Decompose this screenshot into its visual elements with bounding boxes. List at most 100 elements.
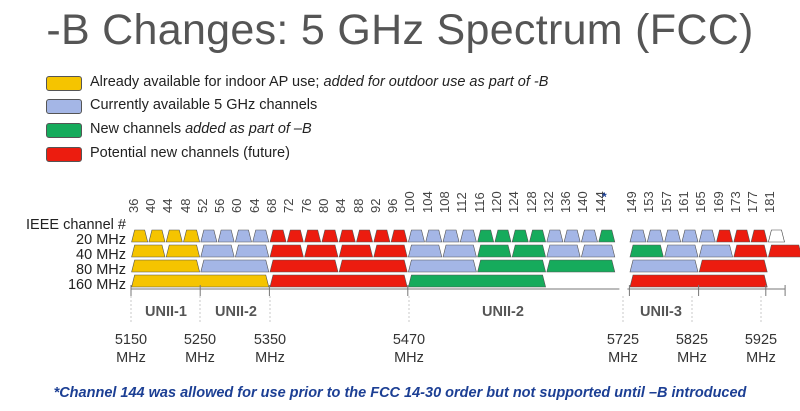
row-label-160mhz: 160 MHz [67, 277, 126, 293]
freq-value: 5470 [392, 332, 426, 348]
block-40mhz [698, 244, 733, 258]
freq-value: 5725 [606, 332, 640, 348]
block-20mhz [698, 229, 716, 243]
freq-value: 5825 [675, 332, 709, 348]
freq-5250: 5250 MHz [170, 331, 230, 367]
freq-unit: MHz [394, 350, 424, 366]
legend-text: Already available for indoor AP use; [90, 74, 324, 90]
block-40mhz [511, 244, 546, 258]
freq-5350: 5350 MHz [240, 331, 300, 367]
block-80mhz [269, 259, 339, 273]
block-20mhz [494, 229, 512, 243]
row-label-20mhz: 20 MHz [76, 232, 126, 248]
band-label-unii-1: UNII-1 [145, 304, 187, 320]
block-80mhz [131, 259, 200, 273]
block-40mhz [408, 244, 443, 258]
row-label-80mhz: 80 MHz [76, 262, 126, 278]
block-80mhz [408, 259, 477, 273]
block-20mhz [563, 229, 581, 243]
legend-swatch-blue [46, 99, 82, 114]
block-20mhz [664, 229, 682, 243]
legend-text-italic: added for outdoor use as part of -B [323, 74, 549, 90]
freq-value: 5925 [744, 332, 778, 348]
page-title: -B Changes: 5 GHz Spectrum (FCC) [46, 6, 754, 54]
block-20mhz [529, 229, 546, 243]
block-20mhz [235, 229, 252, 243]
block-20mhz [183, 229, 200, 243]
block-20mhz [477, 229, 495, 243]
block-20mhz [390, 229, 408, 243]
block-40mhz [269, 244, 304, 258]
legend-text: New channels [90, 121, 186, 137]
band-label-unii-3: UNII-3 [640, 304, 682, 320]
block-80mhz [338, 259, 408, 273]
block-40mhz [131, 244, 166, 258]
block-20mhz [131, 229, 149, 243]
block-20mhz [269, 229, 287, 243]
block-40mhz [581, 244, 616, 258]
block-40mhz [442, 244, 477, 258]
block-80mhz [477, 259, 546, 273]
block-20mhz [148, 229, 166, 243]
freq-unit: MHz [608, 350, 638, 366]
block-40mhz [338, 244, 373, 258]
legend-swatch-red [46, 147, 82, 162]
block-20mhz [408, 229, 425, 243]
freq-5825: 5825 MHz [662, 331, 722, 367]
block-20mhz [425, 229, 443, 243]
freq-value: 5150 [114, 332, 148, 348]
channel-144-asterisk: * [602, 190, 607, 204]
freq-5925: 5925 MHz [731, 331, 791, 367]
footnote: *Channel 144 was allowed for use prior t… [53, 385, 747, 401]
block-20mhz [629, 229, 647, 243]
block-20mhz [750, 229, 768, 243]
legend-swatch-green [46, 123, 82, 138]
freq-unit: MHz [255, 350, 285, 366]
legend-text-italic: added as part of –B [185, 121, 312, 137]
legend-text: Potential new channels (future) [90, 145, 290, 161]
freq-5150: 5150 MHz [101, 331, 161, 367]
block-20mhz [165, 229, 183, 243]
block-20mhz [304, 229, 322, 243]
block-40mhz [546, 244, 581, 258]
block-80mhz [200, 259, 270, 273]
block-160mhz [131, 274, 270, 288]
block-20mhz [581, 229, 598, 243]
block-40mhz [165, 244, 200, 258]
block-40mhz [235, 244, 270, 258]
block-20mhz [252, 229, 270, 243]
block-40mhz [733, 244, 768, 258]
block-40mhz [664, 244, 699, 258]
row-label-40mhz: 40 MHz [76, 247, 126, 263]
block-40mhz [768, 244, 800, 258]
block-20mhz [716, 229, 733, 243]
block-20mhz [338, 229, 356, 243]
block-20mhz [321, 229, 339, 243]
block-160mhz [408, 274, 546, 288]
freq-unit: MHz [185, 350, 215, 366]
legend-text: Currently available 5 GHz channels [90, 97, 318, 113]
freq-value: 5250 [183, 332, 217, 348]
freq-unit: MHz [116, 350, 146, 366]
block-20mhz [442, 229, 460, 243]
block-20mhz [511, 229, 529, 243]
block-20mhz [768, 229, 785, 243]
block-40mhz [629, 244, 664, 258]
row-label-channel: IEEE channel # [26, 217, 126, 233]
block-40mhz [373, 244, 408, 258]
block-80mhz [629, 259, 699, 273]
block-20mhz [681, 229, 699, 243]
block-20mhz [646, 229, 664, 243]
block-20mhz [356, 229, 373, 243]
block-20mhz [546, 229, 564, 243]
freq-5470: 5470 MHz [379, 331, 439, 367]
block-40mhz [200, 244, 235, 258]
block-40mhz [477, 244, 512, 258]
freq-unit: MHz [746, 350, 776, 366]
block-80mhz [546, 259, 616, 273]
block-20mhz [459, 229, 477, 243]
block-20mhz [733, 229, 751, 243]
block-160mhz [269, 274, 408, 288]
block-40mhz [304, 244, 339, 258]
